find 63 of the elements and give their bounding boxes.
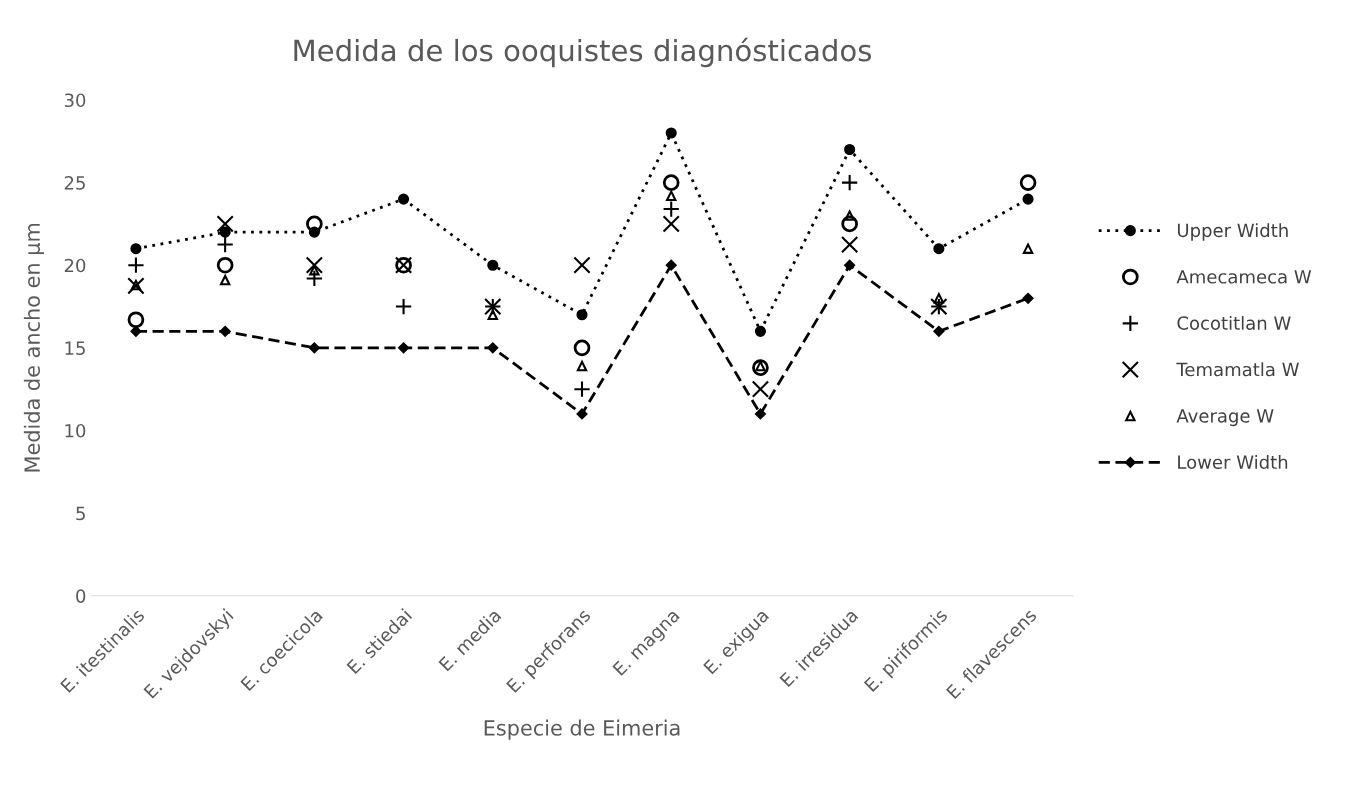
point xyxy=(844,143,856,156)
legend-label: Cocotitlan W xyxy=(1177,315,1291,330)
legend-label: Average W xyxy=(1176,409,1274,427)
point xyxy=(844,210,855,221)
point xyxy=(306,215,323,233)
y-tick-label: 0 xyxy=(76,589,86,603)
point xyxy=(844,259,856,271)
point xyxy=(573,380,591,398)
chart-title: Medida de los ooquistes diagnósticados xyxy=(294,37,872,68)
legend-label: Temamatla W xyxy=(1176,362,1299,377)
point xyxy=(576,360,588,372)
point xyxy=(840,173,859,192)
point xyxy=(841,215,858,233)
point xyxy=(662,174,680,191)
point xyxy=(840,235,859,254)
point xyxy=(933,325,945,337)
point xyxy=(1022,243,1034,254)
point xyxy=(219,274,231,286)
point xyxy=(216,256,234,274)
point xyxy=(127,311,145,329)
point xyxy=(398,193,410,205)
y-axis-title: Medida de ancho en µm xyxy=(23,223,45,472)
point xyxy=(576,309,588,321)
point xyxy=(216,235,234,254)
y-tick-label: 15 xyxy=(65,341,85,355)
point xyxy=(127,277,145,295)
point xyxy=(308,342,320,354)
point xyxy=(1019,174,1037,191)
point xyxy=(130,279,142,291)
legend-label: Upper Width xyxy=(1177,223,1288,241)
point xyxy=(305,256,324,274)
legend-label: Amecameca W xyxy=(1176,270,1312,284)
point xyxy=(933,243,945,255)
point xyxy=(754,325,766,337)
point xyxy=(219,325,231,337)
point xyxy=(130,325,142,337)
y-tick-label: 5 xyxy=(76,506,85,521)
point xyxy=(751,380,770,398)
y-tick-label: 20 xyxy=(64,258,86,273)
point xyxy=(662,215,680,233)
point xyxy=(216,215,234,233)
point xyxy=(130,243,142,255)
point xyxy=(487,259,499,271)
point xyxy=(573,256,591,274)
y-tick-label: 30 xyxy=(64,93,86,108)
point xyxy=(665,259,677,271)
point xyxy=(754,408,767,420)
point xyxy=(665,127,677,139)
point xyxy=(487,342,499,354)
point xyxy=(573,339,591,357)
point xyxy=(397,342,410,354)
point xyxy=(1022,193,1034,205)
point xyxy=(752,359,769,377)
point xyxy=(487,309,498,321)
point xyxy=(1022,292,1034,304)
point xyxy=(127,256,145,274)
point xyxy=(394,297,413,316)
y-tick-label: 25 xyxy=(64,176,85,190)
legend-label: Lower Width xyxy=(1178,455,1288,469)
point xyxy=(666,190,677,202)
point xyxy=(305,269,324,288)
y-tick-label: 10 xyxy=(65,423,86,438)
x-axis-title: Especie de Eimeria xyxy=(484,719,680,740)
